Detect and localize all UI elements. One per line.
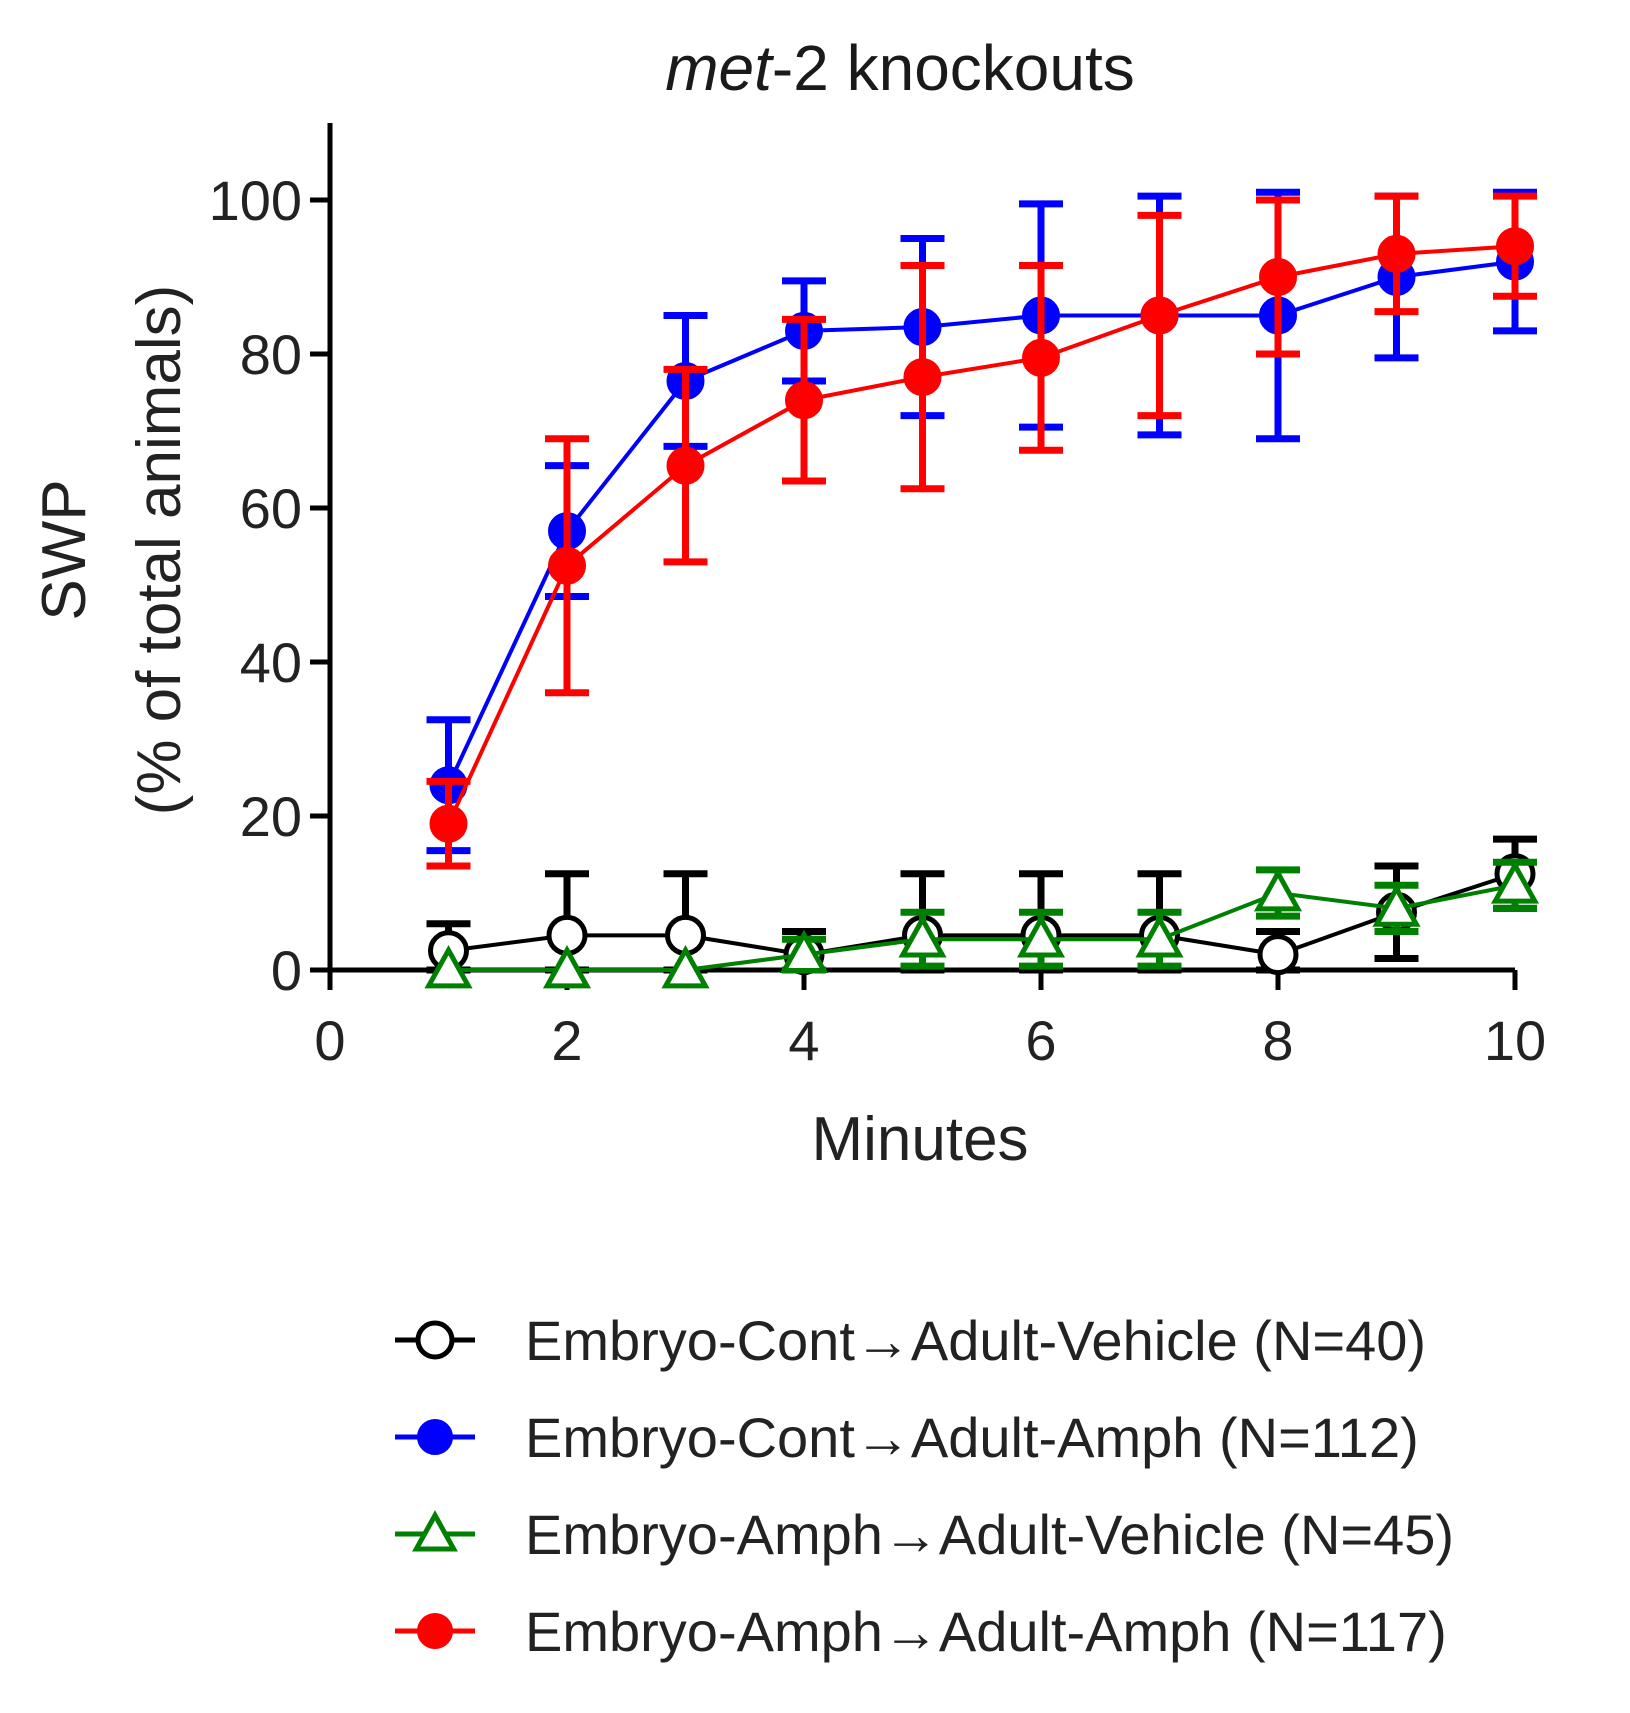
data-point [1140,296,1179,335]
series-group [424,858,1540,989]
legend-label: Embryo-Cont→Adult-Amph (N=112) [525,1406,1419,1469]
legend: Embryo-Cont→Adult-Vehicle (N=40) Embryo-C… [395,1309,1454,1663]
legend-swatch-marker [412,1510,458,1552]
legend-swatch-marker [415,1320,455,1360]
y-tick-label: 40 [240,631,302,694]
y-tick-label: 20 [240,785,302,848]
legend-swatch-marker [417,1613,453,1649]
data-point [542,945,592,989]
chart-title-italic: met [665,32,774,104]
y-tick-label: 80 [240,323,302,386]
series-line [446,244,1516,825]
series-line [446,259,1516,787]
x-tick-label: 8 [1262,1009,1293,1072]
chart-title: met-2 knockouts [665,32,1135,104]
data-point [1372,883,1421,927]
data-point [1257,934,1299,976]
y-axis-label-line1: SWP [30,479,99,620]
data-point [1016,914,1066,958]
series-group [426,188,1537,855]
x-tick-label: 0 [314,1009,345,1072]
series-line [448,883,1516,972]
legend-label: Embryo-Amph→Adult-Amph (N=117) [525,1600,1447,1663]
data-point [1490,860,1540,904]
legend-entry: Embryo-Amph→Adult-Amph (N=117) [395,1600,1447,1663]
legend-entry: Embryo-Amph→Adult-Vehicle (N=45) [395,1503,1454,1566]
x-axis-label: Minutes [811,1105,1028,1174]
y-tick-label: 60 [240,477,302,540]
x-tick-label: 6 [1025,1009,1056,1072]
data-point [1259,258,1297,296]
plot-area: 0 20 40 60 80 100 0 2 4 6 8 10 [209,123,1546,1072]
y-tick-label: 100 [209,169,302,232]
x-tick-label: 4 [788,1009,819,1072]
chart-title-rest: -2 knockouts [772,32,1135,104]
series-group [426,192,1537,870]
y-tick-label: 0 [271,939,302,1002]
data-point [661,945,710,989]
legend-label: Embryo-Amph→Adult-Vehicle (N=45) [525,1503,1454,1566]
legend-entry: Embryo-Cont→Adult-Amph (N=112) [395,1406,1419,1469]
legend-entry: Embryo-Cont→Adult-Vehicle (N=40) [395,1309,1426,1372]
data-point [1135,914,1184,958]
data-point [666,446,705,485]
legend-label: Embryo-Cont→Adult-Vehicle (N=40) [525,1309,1426,1372]
y-axis-label-line2: (% of total animals) [125,285,194,816]
x-tick-label: 2 [551,1009,582,1072]
data-point [429,804,468,843]
data-point [898,914,947,958]
data-point [424,945,473,989]
data-point [779,929,829,973]
data-point [785,381,823,420]
series-line [448,871,1516,957]
data-point [1022,338,1060,377]
data-point [1496,227,1534,266]
x-tick-label: 10 [1484,1009,1546,1072]
data-point [903,358,942,397]
data-point [1377,234,1416,273]
data-point [1253,868,1303,912]
legend-swatch-marker [417,1419,453,1455]
data-point [548,546,586,585]
